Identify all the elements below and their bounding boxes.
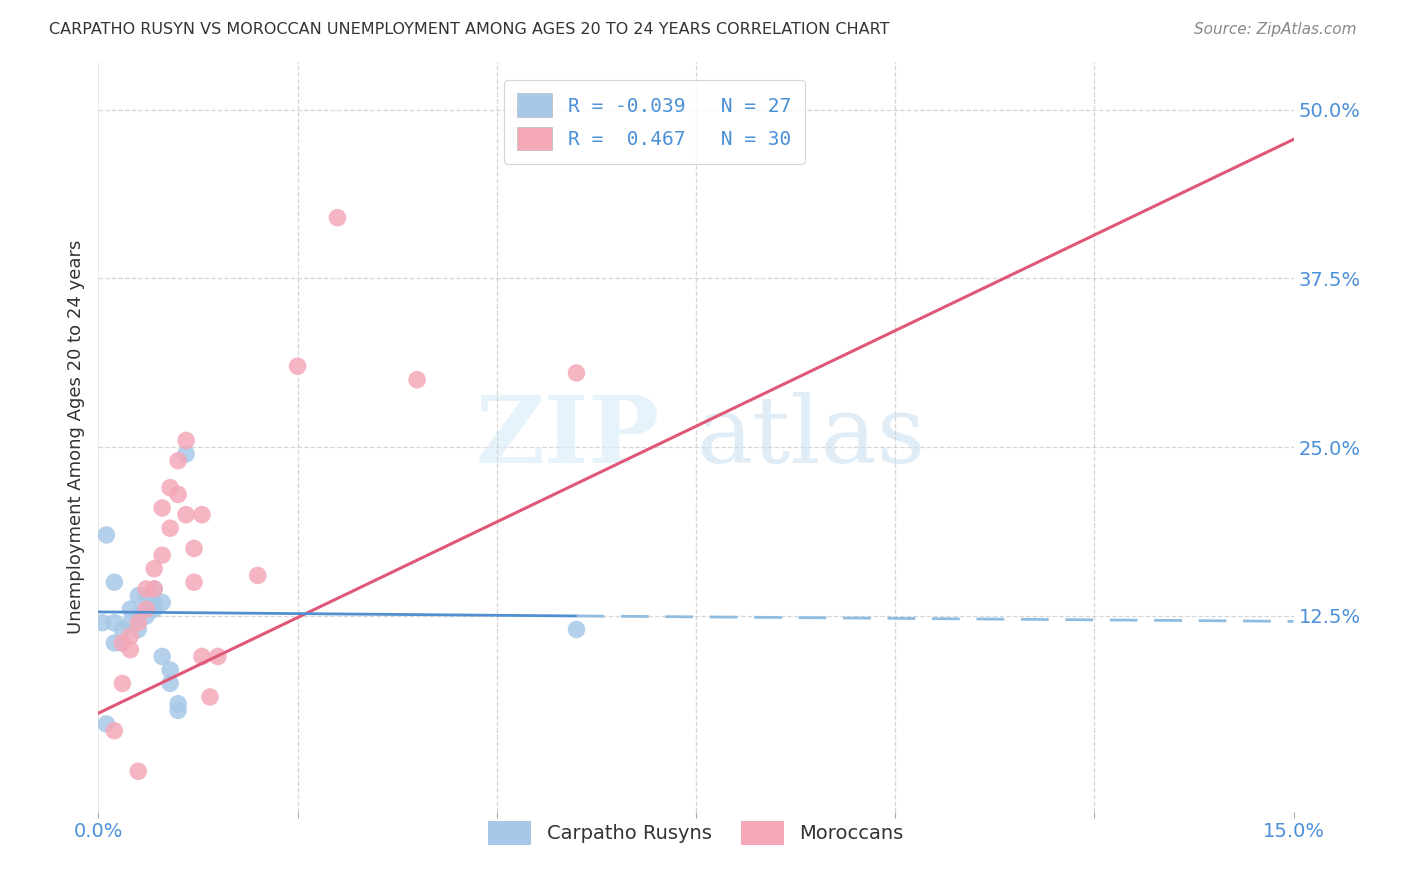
Point	[150, 595, 173, 609]
Point	[127, 615, 149, 630]
Point	[127, 589, 149, 603]
Point	[91, 615, 114, 630]
Point	[120, 629, 142, 643]
Point	[174, 447, 197, 461]
Point	[167, 697, 190, 711]
Point	[103, 575, 125, 590]
Point	[127, 609, 149, 624]
Point	[103, 615, 125, 630]
Point	[143, 582, 166, 596]
Point	[191, 649, 214, 664]
Point	[127, 623, 149, 637]
Point	[565, 623, 588, 637]
Point	[143, 595, 166, 609]
Point	[111, 636, 134, 650]
Point	[150, 548, 173, 562]
Point	[159, 676, 181, 690]
Point	[174, 434, 197, 448]
Point	[103, 723, 125, 738]
Point	[120, 615, 142, 630]
Point	[167, 487, 190, 501]
Point	[135, 609, 157, 624]
Point	[167, 453, 190, 467]
Point	[111, 623, 134, 637]
Point	[135, 602, 157, 616]
Point	[96, 717, 118, 731]
Point	[135, 589, 157, 603]
Point	[135, 582, 157, 596]
Point	[159, 521, 181, 535]
Text: Source: ZipAtlas.com: Source: ZipAtlas.com	[1194, 22, 1357, 37]
Point	[103, 636, 125, 650]
Text: atlas: atlas	[696, 392, 925, 482]
Point	[143, 582, 166, 596]
Point	[326, 211, 349, 225]
Legend: Carpatho Rusyns, Moroccans: Carpatho Rusyns, Moroccans	[479, 812, 912, 855]
Point	[135, 602, 157, 616]
Point	[120, 642, 142, 657]
Text: CARPATHO RUSYN VS MOROCCAN UNEMPLOYMENT AMONG AGES 20 TO 24 YEARS CORRELATION CH: CARPATHO RUSYN VS MOROCCAN UNEMPLOYMENT …	[49, 22, 890, 37]
Point	[287, 359, 309, 374]
Point	[150, 500, 173, 515]
Point	[111, 676, 134, 690]
Point	[143, 602, 166, 616]
Point	[159, 481, 181, 495]
Point	[159, 663, 181, 677]
Text: ZIP: ZIP	[475, 392, 661, 482]
Point	[174, 508, 197, 522]
Point	[191, 508, 214, 522]
Point	[143, 562, 166, 576]
Point	[246, 568, 269, 582]
Point	[111, 636, 134, 650]
Y-axis label: Unemployment Among Ages 20 to 24 years: Unemployment Among Ages 20 to 24 years	[66, 240, 84, 634]
Point	[198, 690, 221, 704]
Point	[565, 366, 588, 380]
Point	[207, 649, 229, 664]
Point	[120, 602, 142, 616]
Point	[183, 575, 205, 590]
Point	[167, 703, 190, 717]
Point	[183, 541, 205, 556]
Point	[150, 649, 173, 664]
Point	[127, 764, 149, 779]
Point	[406, 373, 429, 387]
Point	[96, 528, 118, 542]
